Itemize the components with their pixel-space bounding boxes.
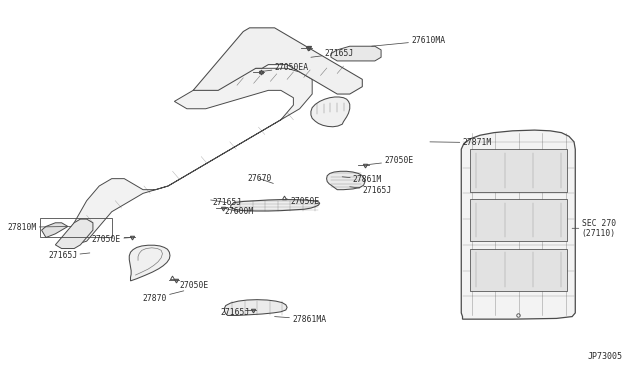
- Polygon shape: [193, 28, 362, 94]
- Polygon shape: [311, 97, 350, 127]
- Text: 27050E: 27050E: [92, 235, 132, 244]
- Polygon shape: [326, 171, 365, 190]
- Bar: [470, 149, 567, 192]
- Text: 27871M: 27871M: [430, 138, 492, 147]
- Text: 27165J: 27165J: [350, 186, 392, 195]
- Text: 27050EA: 27050EA: [263, 63, 308, 72]
- Text: 27050E: 27050E: [286, 197, 319, 206]
- Text: 27810M: 27810M: [7, 223, 71, 232]
- Polygon shape: [61, 68, 312, 245]
- Polygon shape: [231, 200, 320, 211]
- Text: SEC 270
(27110): SEC 270 (27110): [572, 219, 616, 238]
- Polygon shape: [461, 130, 575, 319]
- Polygon shape: [225, 300, 287, 315]
- Text: 27861MA: 27861MA: [275, 315, 326, 324]
- Text: 27870: 27870: [143, 291, 184, 303]
- Polygon shape: [129, 245, 170, 281]
- Text: 27610MA: 27610MA: [372, 36, 445, 46]
- Polygon shape: [331, 46, 381, 61]
- Bar: [470, 199, 567, 241]
- Polygon shape: [55, 219, 93, 248]
- Text: 27050E: 27050E: [367, 157, 413, 166]
- Text: 27165J: 27165J: [211, 198, 241, 207]
- Bar: [470, 248, 567, 291]
- Bar: [40, 218, 112, 237]
- Text: JP73005: JP73005: [588, 352, 622, 361]
- Text: 27600M: 27600M: [223, 207, 253, 216]
- Text: 27861M: 27861M: [342, 175, 382, 184]
- Text: 27165J: 27165J: [311, 49, 354, 58]
- Text: 27165J: 27165J: [48, 251, 90, 260]
- Text: 27670: 27670: [247, 174, 273, 183]
- Text: 27165J: 27165J: [220, 308, 253, 317]
- Polygon shape: [42, 223, 68, 237]
- Text: 27050E: 27050E: [176, 280, 209, 290]
